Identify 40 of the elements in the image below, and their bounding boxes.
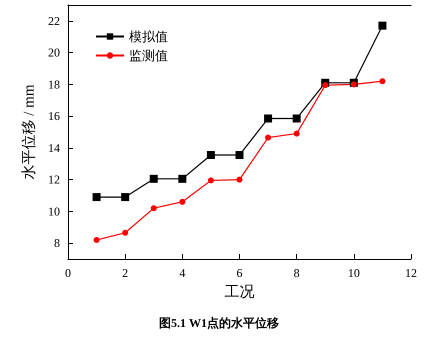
point <box>378 22 386 30</box>
point <box>122 230 128 236</box>
y-tick-label: 22 <box>48 14 60 28</box>
y-tick-label: 14 <box>48 140 60 155</box>
x-tick-label: 12 <box>405 266 417 280</box>
legend-label: 模拟值 <box>129 29 168 44</box>
point <box>208 177 214 184</box>
point <box>236 176 242 183</box>
point <box>150 174 158 183</box>
point <box>92 193 101 202</box>
y-axis-title: 水平位移 / mm <box>20 84 38 180</box>
legend-label: 监测值 <box>129 48 168 63</box>
point <box>379 78 386 84</box>
x-tick-label: 2 <box>122 266 128 280</box>
point <box>206 151 215 160</box>
point <box>350 81 357 88</box>
text: 图5.1 W1点的水平位移 <box>159 316 279 330</box>
y-tick-label: 16 <box>48 109 60 124</box>
y-tick-label: 20 <box>48 46 60 60</box>
point <box>150 205 157 212</box>
x-tick-label: 10 <box>348 266 360 280</box>
point <box>265 134 272 141</box>
point <box>178 174 186 183</box>
point <box>322 82 328 88</box>
y-tick-label: 18 <box>48 77 60 92</box>
x-axis-title: 工况 <box>224 284 254 300</box>
point <box>292 114 301 123</box>
y-tick-label: 8 <box>54 236 60 250</box>
point <box>179 198 186 205</box>
point <box>264 114 272 123</box>
point <box>94 236 100 243</box>
point <box>121 193 130 202</box>
x-tick-label: 6 <box>236 266 242 280</box>
y-tick-label: 10 <box>48 204 60 218</box>
x-tick-label: 4 <box>179 266 186 280</box>
x-tick-label: 0 <box>65 266 71 280</box>
y-tick-label: 12 <box>48 172 60 187</box>
point <box>294 130 300 137</box>
point <box>236 151 244 160</box>
x-tick-label: 8 <box>294 266 300 280</box>
